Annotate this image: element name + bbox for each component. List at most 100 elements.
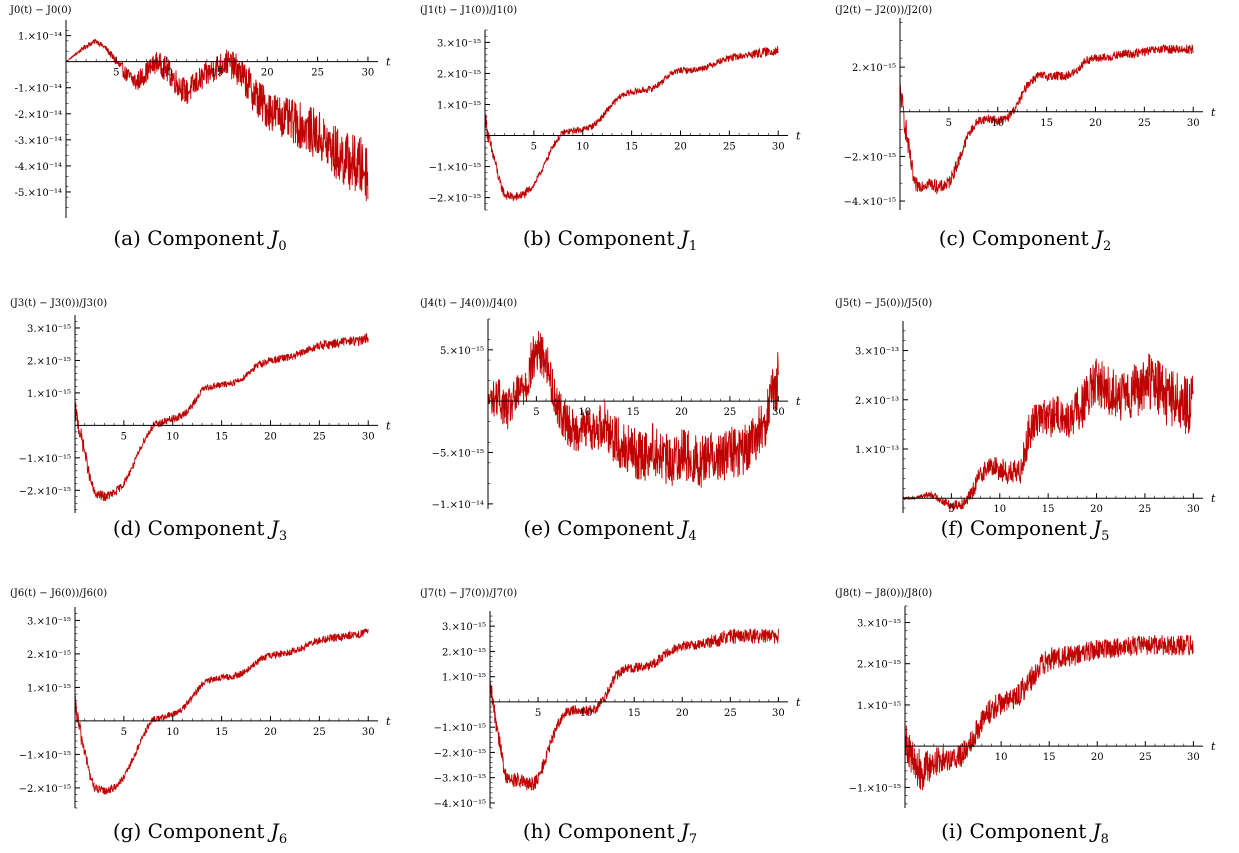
caption-i: (i) Component J8 bbox=[825, 819, 1225, 847]
y-tick-label: -4.×10⁻¹⁴ bbox=[15, 162, 62, 173]
series-line bbox=[902, 353, 1194, 511]
panel-h: (J7(t) − J7(0))/J7(0) 5 10 15 20 25 30 t 3.×10⁻¹… bbox=[410, 583, 810, 853]
x-tick-label: 15 bbox=[211, 68, 224, 79]
caption-i-sub: 8 bbox=[1100, 832, 1109, 847]
x-tick-label: 5 bbox=[535, 708, 541, 719]
panel-i: (J8(t) − J8(0))/J8(0) 10 15 20 25 30 t 3.×10⁻¹⁵… bbox=[825, 583, 1225, 853]
x-tick-label: 5 bbox=[121, 727, 127, 738]
y-tick-label: −2.×10⁻¹⁵ bbox=[19, 486, 71, 497]
caption-i-prefix: (i) Component bbox=[941, 819, 1087, 843]
x-tick-label: 15 bbox=[627, 407, 640, 418]
y-tick-label: 3.×10⁻¹⁵ bbox=[27, 616, 71, 627]
panel-a: J0(t) − J0(0) 5 10 15 20 25 30 t 1.×10⁻¹⁴ -1.×10⁻… bbox=[0, 0, 400, 270]
x-tick-label: 25 bbox=[1138, 118, 1151, 129]
y-tick-label: 2.×10⁻¹⁵ bbox=[437, 69, 481, 80]
series-line bbox=[484, 46, 779, 201]
caption-a-var: J bbox=[270, 226, 279, 250]
x-tick-label: 10 bbox=[166, 431, 179, 442]
series-line bbox=[65, 38, 369, 202]
caption-e-var: J bbox=[680, 516, 689, 540]
caption-b-sub: 1 bbox=[688, 239, 698, 254]
panel-b: (J1(t) − J1(0))/J1(0) 5 10 15 20 25 30 t 3.×10⁻¹… bbox=[410, 0, 810, 270]
y-axis-label: (J3(t) − J3(0))/J3(0) bbox=[10, 298, 107, 309]
x-tick-label: 10 bbox=[160, 68, 173, 79]
y-axis-label: (J1(t) − J1(0))/J1(0) bbox=[420, 5, 517, 16]
caption-b-prefix: (b) Component bbox=[522, 226, 675, 250]
y-tick-label: −1.×10⁻¹⁵ bbox=[19, 454, 71, 465]
caption-c: (c) Component J2 bbox=[825, 226, 1225, 254]
y-tick-label: 2.×10⁻¹⁵ bbox=[27, 650, 71, 661]
series-line bbox=[904, 634, 1194, 791]
caption-g: (g) Component J6 bbox=[0, 819, 400, 847]
y-axis-label: (J7(t) − J7(0))/J7(0) bbox=[420, 588, 517, 599]
caption-d-var: J bbox=[270, 516, 279, 540]
panel-d: (J3(t) − J3(0))/J3(0) 5 10 15 20 25 30 t 3.×10⁻¹… bbox=[0, 293, 400, 563]
caption-b: (b) Component J1 bbox=[410, 226, 810, 254]
caption-h-prefix: (h) Component bbox=[522, 819, 675, 843]
y-tick-label: 2.×10⁻¹³ bbox=[855, 396, 899, 407]
x-tick-label: 10 bbox=[580, 708, 593, 719]
y-tick-label: −2.×10⁻¹⁵ bbox=[19, 784, 71, 795]
panel-g: (J6(t) − J6(0))/J6(0) 5 10 15 20 25 30 t 3.×10⁻¹… bbox=[0, 583, 400, 853]
x-axis-label: t bbox=[1211, 106, 1216, 119]
y-tick-label: 1.×10⁻¹⁵ bbox=[437, 100, 481, 111]
caption-h: (h) Component J7 bbox=[410, 819, 810, 847]
panel-f: (J5(t) − J5(0))/J5(0) 5 10 15 20 25 30 t 3.×10⁻¹… bbox=[825, 293, 1225, 563]
y-tick-label: −1.×10⁻¹⁵ bbox=[434, 723, 486, 734]
x-tick-label: 10 bbox=[166, 727, 179, 738]
y-tick-label: 3.×10⁻¹⁵ bbox=[437, 38, 481, 49]
x-tick-label: 10 bbox=[578, 407, 591, 418]
y-tick-label: 1.×10⁻¹⁵ bbox=[857, 701, 901, 712]
caption-a: (a) Component J0 bbox=[0, 226, 400, 254]
caption-f-sub: 5 bbox=[1101, 529, 1110, 544]
caption-c-sub: 2 bbox=[1103, 239, 1112, 254]
y-tick-label: −1.×10⁻¹⁵ bbox=[849, 783, 901, 794]
x-tick-label: 15 bbox=[1043, 752, 1056, 763]
x-tick-label: 30 bbox=[362, 431, 375, 442]
x-tick-label: 10 bbox=[995, 752, 1008, 763]
x-tick-label: 25 bbox=[1139, 752, 1152, 763]
x-tick-label: 5 bbox=[113, 68, 119, 79]
x-tick-label: 25 bbox=[724, 708, 737, 719]
caption-f-var: J bbox=[1093, 516, 1102, 540]
caption-f: (f) Component J5 bbox=[825, 516, 1225, 544]
x-tick-label: 20 bbox=[674, 142, 687, 153]
y-tick-label: 1.×10⁻¹⁵ bbox=[27, 683, 71, 694]
x-tick-label: 25 bbox=[311, 68, 324, 79]
y-tick-label: 3.×10⁻¹⁵ bbox=[442, 622, 486, 633]
caption-g-sub: 6 bbox=[278, 832, 288, 847]
caption-a-sub: 0 bbox=[278, 239, 287, 254]
x-tick-label: 25 bbox=[723, 142, 736, 153]
x-tick-label: 15 bbox=[215, 431, 228, 442]
x-tick-label: 10 bbox=[991, 118, 1004, 129]
x-tick-label: 15 bbox=[1042, 504, 1055, 515]
x-tick-label: 5 bbox=[948, 504, 954, 515]
y-tick-label: 5.×10⁻¹⁵ bbox=[440, 346, 484, 357]
y-axis-label: (J2(t) − J2(0))/J2(0) bbox=[835, 5, 932, 16]
caption-d: (d) Component J3 bbox=[0, 516, 400, 544]
x-tick-label: 20 bbox=[1091, 752, 1104, 763]
x-tick-label: 20 bbox=[264, 727, 277, 738]
y-tick-label: 1.×10⁻¹⁵ bbox=[442, 673, 486, 684]
caption-c-var: J bbox=[1095, 226, 1104, 250]
x-tick-label: 10 bbox=[576, 142, 589, 153]
y-axis-label: (J4(t) − J4(0))/J4(0) bbox=[420, 298, 517, 309]
y-axis-label: (J8(t) − J8(0))/J8(0) bbox=[835, 588, 932, 599]
y-tick-label: −4.×10⁻¹⁵ bbox=[434, 799, 486, 810]
y-tick-label: 1.×10⁻¹⁵ bbox=[27, 389, 71, 400]
caption-h-sub: 7 bbox=[688, 832, 698, 847]
y-tick-label: 2.×10⁻¹⁵ bbox=[27, 356, 71, 367]
plot-e: (J4(t) − J4(0))/J4(0) 5 10 15 20 25 30 t 5.×10⁻¹… bbox=[420, 298, 801, 511]
y-tick-label: −5.×10⁻¹⁵ bbox=[432, 449, 484, 460]
x-axis-label: t bbox=[1211, 492, 1216, 505]
y-tick-label: 2.×10⁻¹⁵ bbox=[857, 660, 901, 671]
caption-d-sub: 3 bbox=[278, 529, 288, 544]
caption-g-var: J bbox=[270, 819, 279, 843]
x-tick-label: 30 bbox=[772, 142, 785, 153]
y-tick-label: −1.×10⁻¹⁴ bbox=[432, 500, 484, 511]
caption-h-var: J bbox=[680, 819, 689, 843]
x-tick-label: 25 bbox=[724, 407, 737, 418]
y-tick-label: 1.×10⁻¹⁴ bbox=[18, 32, 62, 43]
y-tick-label: −2.×10⁻¹⁵ bbox=[434, 748, 486, 759]
